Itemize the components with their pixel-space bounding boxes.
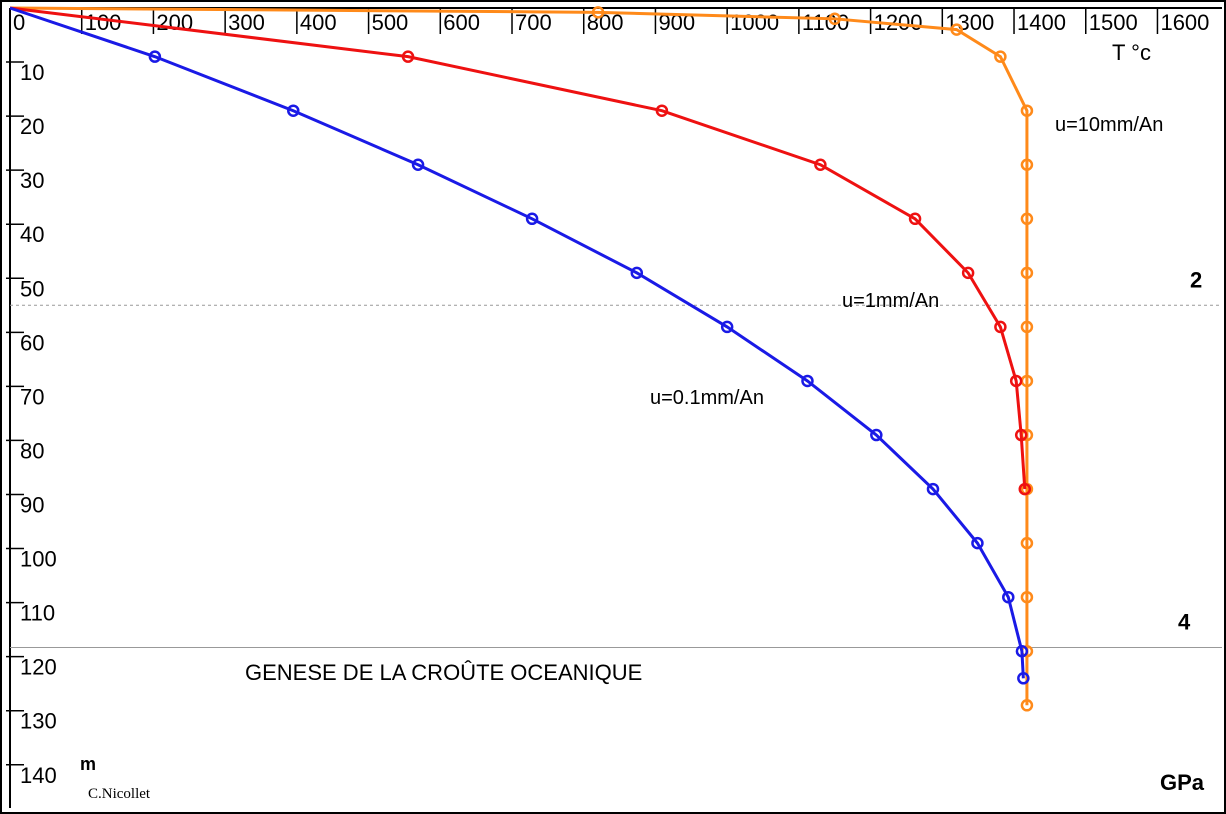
x-tick-label: 600 — [443, 10, 480, 35]
point — [926, 482, 940, 496]
y-tick-label: 70 — [20, 384, 44, 409]
point — [720, 320, 734, 334]
point — [591, 6, 605, 19]
point — [814, 158, 827, 172]
point — [525, 212, 539, 226]
y-tick-label: 90 — [20, 492, 44, 517]
point — [1018, 482, 1032, 496]
point — [1014, 428, 1028, 442]
chart-title: GENESE DE LA CROÛTE OCEANIQUE — [245, 660, 642, 685]
point — [994, 50, 1007, 63]
y-tick-label: 120 — [20, 655, 57, 680]
y-tick-label: 60 — [20, 330, 44, 355]
x-tick-label: 300 — [228, 10, 265, 35]
x-tick-label: 400 — [300, 10, 337, 35]
x-tick-label: 1500 — [1089, 10, 1138, 35]
x-tick-label: 1600 — [1160, 10, 1209, 35]
point — [828, 12, 841, 26]
y-tick-label: 10 — [20, 60, 44, 85]
line — [9, 6, 1029, 706]
y-tick-label: 80 — [20, 438, 44, 463]
series-label: u=10mm/An — [1055, 114, 1163, 136]
point — [1020, 158, 1034, 172]
line — [9, 6, 1025, 679]
point — [1020, 590, 1034, 604]
point — [401, 50, 415, 63]
point — [1020, 536, 1034, 550]
point — [287, 104, 300, 117]
point — [870, 428, 883, 442]
x-tick-label: 0 — [13, 10, 25, 35]
line — [9, 6, 1027, 490]
point — [994, 320, 1007, 334]
point — [908, 212, 922, 226]
point — [1015, 644, 1029, 658]
point — [971, 536, 984, 550]
pressure-label: 2 — [1190, 267, 1202, 292]
x-tick-label: 200 — [156, 10, 193, 35]
x-tick-label: 1100 — [802, 10, 849, 35]
point — [961, 266, 975, 280]
y-tick-label: 30 — [20, 168, 44, 193]
y-tick-label: 140 — [20, 763, 57, 788]
y-tick-label: 20 — [20, 114, 44, 139]
x-tick-label: 100 — [85, 10, 122, 35]
point — [411, 158, 425, 172]
point — [1020, 266, 1034, 280]
y-tick-label: 50 — [20, 276, 44, 301]
point — [630, 266, 644, 280]
y-axis-label: m — [80, 754, 96, 774]
point — [148, 50, 162, 63]
series-label: u=0.1mm/An — [650, 387, 764, 409]
point — [655, 104, 669, 117]
y-tick-label: 110 — [20, 601, 55, 626]
point — [1020, 699, 1034, 712]
y-tick-label: 40 — [20, 222, 44, 247]
pressure-axis-label: GPa — [1160, 770, 1205, 795]
y-tick-label: 100 — [20, 547, 57, 572]
x-tick-label: 1000 — [730, 10, 779, 35]
y-tick-label: 130 — [20, 709, 57, 734]
point — [1002, 590, 1015, 604]
series-label: u=1mm/An — [842, 290, 939, 312]
point — [801, 374, 814, 388]
credit: C.Nicollet — [88, 786, 151, 802]
point — [1020, 320, 1034, 334]
point — [1009, 374, 1023, 388]
x-tick-label: 500 — [372, 10, 409, 35]
pressure-label: 4 — [1178, 609, 1191, 634]
point — [1020, 212, 1034, 226]
point — [950, 23, 963, 36]
x-axis-label: T °c — [1112, 40, 1151, 65]
x-tick-label: 700 — [515, 10, 552, 35]
x-tick-label: 1400 — [1017, 10, 1066, 35]
point — [1017, 672, 1030, 685]
point — [1020, 104, 1034, 117]
